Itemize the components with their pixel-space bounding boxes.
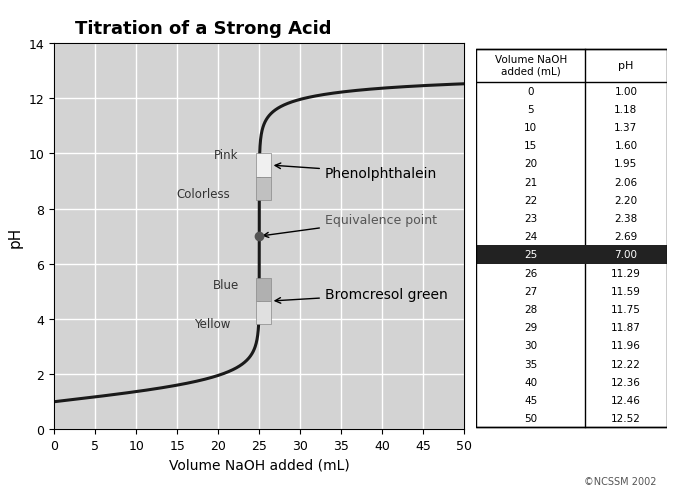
Text: Yellow: Yellow xyxy=(194,317,231,330)
Text: 24: 24 xyxy=(524,232,538,242)
Text: Pink: Pink xyxy=(214,149,239,162)
Text: 11.29: 11.29 xyxy=(611,268,641,278)
Text: 1.37: 1.37 xyxy=(614,123,638,133)
Text: 12.22: 12.22 xyxy=(611,359,641,369)
Text: 15: 15 xyxy=(524,141,538,151)
Text: 0: 0 xyxy=(527,86,534,97)
Text: 11.96: 11.96 xyxy=(611,341,641,351)
Text: 2.20: 2.20 xyxy=(614,196,638,205)
Bar xyxy=(256,178,271,201)
Y-axis label: pH: pH xyxy=(8,226,23,247)
Text: 23: 23 xyxy=(524,214,538,224)
Text: Equivalence point: Equivalence point xyxy=(263,214,437,238)
Text: 29: 29 xyxy=(524,323,538,333)
Text: 12.52: 12.52 xyxy=(611,413,641,424)
Text: 20: 20 xyxy=(524,159,538,169)
Bar xyxy=(256,154,271,178)
Text: 1.18: 1.18 xyxy=(614,104,638,115)
Text: 50: 50 xyxy=(524,413,538,424)
Text: 2.69: 2.69 xyxy=(614,232,638,242)
Text: 1.95: 1.95 xyxy=(614,159,638,169)
Text: 45: 45 xyxy=(524,395,538,405)
X-axis label: Volume NaOH added (mL): Volume NaOH added (mL) xyxy=(169,458,349,471)
Text: 2.06: 2.06 xyxy=(614,177,638,187)
Bar xyxy=(477,246,667,264)
Text: 27: 27 xyxy=(524,286,538,296)
Text: Volume NaOH
added (mL): Volume NaOH added (mL) xyxy=(494,55,567,77)
Text: 11.87: 11.87 xyxy=(611,323,641,333)
Text: 2.38: 2.38 xyxy=(614,214,638,224)
Text: pH: pH xyxy=(618,61,634,71)
Text: 10: 10 xyxy=(524,123,538,133)
Text: Blue: Blue xyxy=(213,278,239,291)
Text: 5: 5 xyxy=(527,104,534,115)
Text: Colorless: Colorless xyxy=(177,187,231,201)
Text: 1.00: 1.00 xyxy=(615,86,638,97)
Text: 35: 35 xyxy=(524,359,538,369)
Text: 7.00: 7.00 xyxy=(615,250,638,260)
Text: Phenolphthalein: Phenolphthalein xyxy=(275,163,437,181)
Text: 26: 26 xyxy=(524,268,538,278)
Text: 28: 28 xyxy=(524,305,538,314)
Text: 22: 22 xyxy=(524,196,538,205)
Text: 30: 30 xyxy=(524,341,538,351)
Text: Titration of a Strong Acid: Titration of a Strong Acid xyxy=(75,20,331,38)
Text: Bromcresol green: Bromcresol green xyxy=(275,287,447,304)
Text: 21: 21 xyxy=(524,177,538,187)
Text: 1.60: 1.60 xyxy=(614,141,638,151)
Text: 11.75: 11.75 xyxy=(611,305,641,314)
Text: 11.59: 11.59 xyxy=(611,286,641,296)
Text: 12.36: 12.36 xyxy=(611,377,641,387)
Text: 12.46: 12.46 xyxy=(611,395,641,405)
Bar xyxy=(256,278,271,302)
Bar xyxy=(256,302,271,325)
Text: 40: 40 xyxy=(524,377,538,387)
Text: 25: 25 xyxy=(524,250,538,260)
Text: ©NCSSM 2002: ©NCSSM 2002 xyxy=(584,476,657,486)
